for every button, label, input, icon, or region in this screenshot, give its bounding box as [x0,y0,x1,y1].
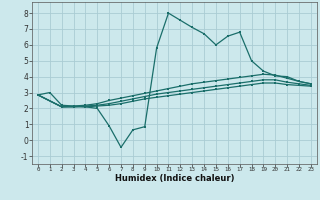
X-axis label: Humidex (Indice chaleur): Humidex (Indice chaleur) [115,174,234,183]
